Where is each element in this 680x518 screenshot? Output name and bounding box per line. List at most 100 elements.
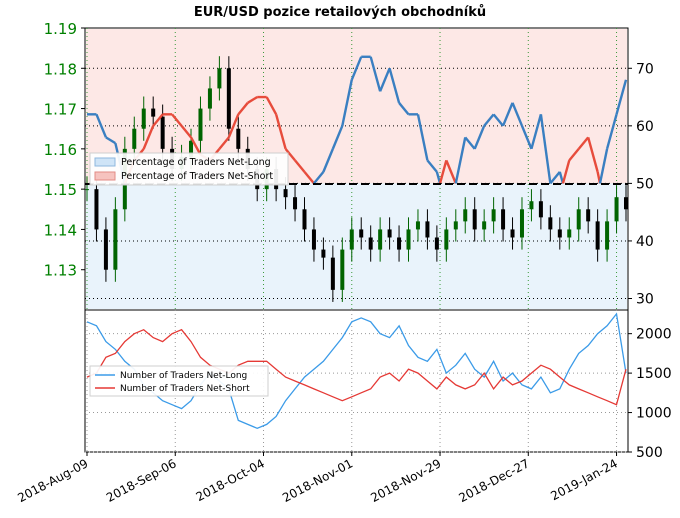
x-tick-label: 2018-Sep-06 (104, 456, 179, 505)
legend-count-short-label: Number of Traders Net-Short (120, 384, 250, 394)
net-long-line-segment (530, 114, 543, 150)
price-candle-body (425, 221, 430, 238)
right-tick-label: 70 (636, 61, 654, 77)
net-short-line-segment (152, 113, 164, 127)
net-long-line-segment (331, 125, 344, 150)
x-tick-label: 2018-Nov-29 (368, 456, 443, 505)
net-long-line-segment (379, 67, 391, 92)
net-long-line-segment (598, 148, 609, 184)
price-candle-body (198, 108, 203, 141)
net-long-line-segment (322, 148, 334, 173)
net-long-line-segment (313, 171, 325, 185)
price-candle-body (151, 108, 156, 117)
net-long-line-segment (539, 114, 552, 184)
count-net-long-line (86, 312, 627, 430)
legend-top: Percentage of Traders Net-Long Percentag… (89, 152, 289, 186)
left-tick-label: 1.19 (44, 20, 77, 38)
net-short-line-segment (247, 96, 258, 104)
price-candle-body (482, 221, 487, 230)
price-candle-body (340, 249, 345, 290)
x-tick-label: 2018-Aug-09 (15, 456, 90, 505)
net-long-line-segment (473, 125, 486, 150)
net-short-line-segment (189, 136, 202, 156)
legend-net-short-label: Percentage of Traders Net-Short (121, 171, 273, 182)
legend-count-long-label: Number of Traders Net-Long (120, 371, 247, 381)
price-candle-body (226, 68, 231, 129)
net-short-line-segment (303, 171, 315, 185)
price-candle-body (576, 209, 581, 230)
price-candle-body (605, 221, 610, 250)
right-tick-label: 40 (636, 234, 654, 250)
net-short-line-segment (587, 137, 599, 173)
price-candle-body (415, 221, 420, 230)
price-candle-body (472, 209, 477, 230)
price-candle-body (311, 229, 316, 250)
price-candle-body (141, 108, 146, 129)
net-short-line-segment (265, 96, 278, 115)
net-short-line-segment (227, 113, 240, 138)
price-candle-body (529, 201, 534, 210)
x-tick-label: 2018-Dec-27 (457, 456, 532, 505)
price-candle-body (85, 189, 89, 191)
price-candle-body (359, 229, 364, 238)
net-long-line-segment (501, 102, 514, 127)
right-axis-ticks-bottom: 500 1000 1500 2000 (628, 327, 672, 461)
net-long-line-segment (388, 67, 401, 104)
bottom-grid (85, 310, 628, 453)
price-candle-body (217, 68, 222, 89)
price-candle-body (614, 197, 619, 222)
net-short-line-segment (561, 160, 571, 184)
price-candle-body (586, 209, 591, 222)
count-lines (86, 312, 627, 430)
net-long-line-segment (426, 159, 438, 173)
net-long-zone (86, 183, 627, 309)
price-candle-body (567, 229, 572, 238)
net-short-line-segment (274, 114, 287, 150)
net-long-line-segment (492, 113, 504, 127)
price-candle-body (349, 229, 354, 250)
right-tick-label: 1500 (636, 366, 672, 382)
left-tick-label: 1.14 (44, 221, 77, 239)
net-long-line-segment (341, 79, 353, 127)
net-short-line-segment (218, 136, 230, 150)
net-long-line-segment (605, 114, 618, 150)
chart-title: EUR/USD pozice retailových obchodníků (194, 5, 486, 20)
price-candle-body (444, 229, 449, 250)
price-candle-body (103, 229, 108, 270)
net-long-line-segment (454, 137, 467, 184)
net-short-line-segment (568, 148, 580, 162)
net-short-line-segment (180, 125, 192, 139)
price-candle-body (321, 249, 326, 258)
x-tick-label: 2018-Oct-04 (194, 456, 267, 504)
price-candle-body (302, 209, 307, 230)
right-axis-ticks-top: 30 40 50 60 70 (628, 61, 654, 307)
net-long-line-segment (105, 136, 116, 145)
price-candle-body (160, 116, 165, 149)
percentage-lines (87, 55, 628, 185)
price-candle-body (501, 209, 506, 230)
price-candle-body (207, 88, 212, 109)
left-axis-ticks: 1.13 1.14 1.15 1.16 1.17 1.18 1.19 (44, 20, 85, 280)
left-tick-label: 1.16 (44, 141, 77, 159)
legend-net-long-swatch (94, 157, 116, 167)
net-long-line-segment (615, 79, 628, 115)
price-candle-body (330, 257, 335, 290)
net-long-line-segment (416, 114, 429, 161)
net-long-line-segment (398, 102, 410, 116)
price-candle-body (94, 189, 99, 230)
x-tick-label: 2018-Nov-01 (280, 456, 355, 505)
left-tick-label: 1.18 (44, 60, 77, 78)
price-candle-body (463, 209, 468, 222)
net-long-line-segment (483, 113, 495, 127)
price-candle-body (548, 217, 553, 230)
net-short-line-segment (445, 159, 457, 184)
right-tick-label: 60 (636, 119, 654, 135)
price-candle-body (113, 209, 118, 270)
price-candle-body (453, 221, 458, 230)
price-candle-body (283, 189, 288, 198)
right-tick-label: 30 (636, 291, 654, 307)
net-short-line-segment (577, 136, 590, 150)
price-candle-body (236, 128, 241, 149)
